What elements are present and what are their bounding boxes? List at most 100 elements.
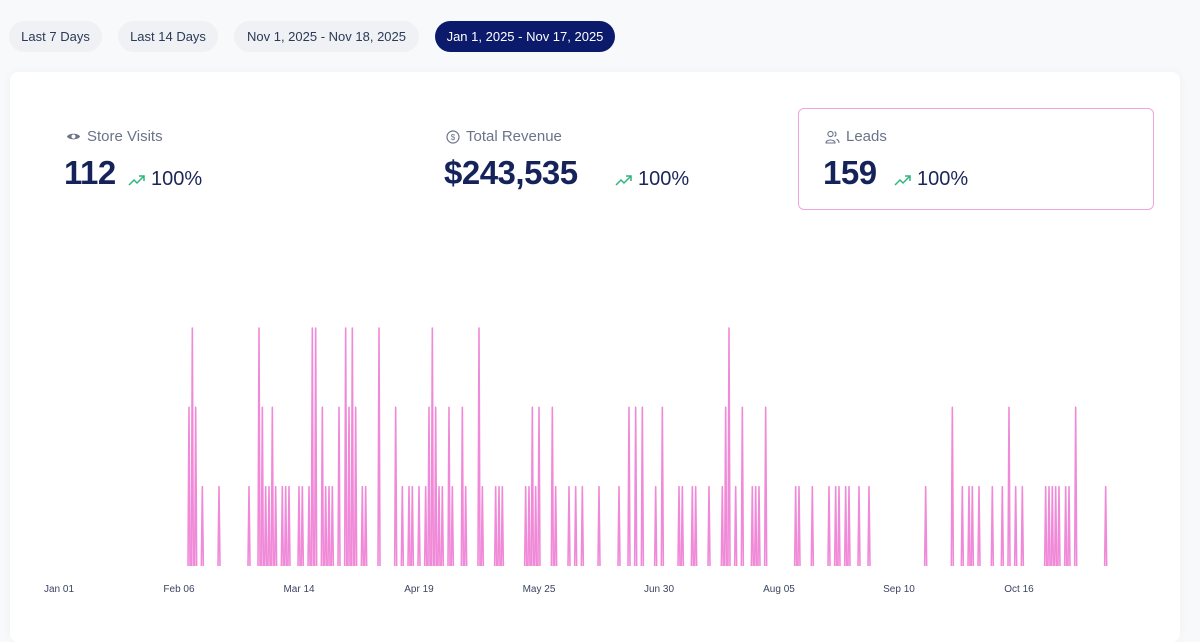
lead-spike: [247, 485, 251, 567]
lead-spike: [597, 485, 601, 567]
lead-spike: [337, 406, 341, 567]
lead-spike: [660, 406, 665, 567]
lead-spike: [217, 485, 221, 567]
lead-spike: [533, 485, 538, 567]
lead-spike: [433, 406, 438, 567]
x-tick-label: Jan 01: [44, 584, 74, 595]
filter-last-14-days[interactable]: Last 14 Days: [118, 21, 218, 52]
lead-spike: [320, 406, 325, 567]
lead-spike: [680, 485, 685, 567]
lead-spike: [1103, 485, 1108, 567]
lead-spike: [193, 406, 198, 567]
lead-spike: [417, 485, 421, 567]
metric-change: 100%: [151, 168, 203, 190]
metric-value: 159: [823, 154, 877, 191]
x-tick-label: Oct 16: [1004, 584, 1034, 595]
lead-spike: [990, 485, 995, 567]
lead-spike: [527, 485, 531, 567]
lead-spike: [617, 485, 621, 567]
lead-spike: [447, 406, 451, 567]
lead-spike: [847, 485, 851, 567]
lead-spike: [1073, 406, 1078, 567]
lead-spike: [267, 485, 271, 567]
lead-spike: [580, 485, 585, 567]
eye-icon: [66, 133, 81, 140]
lead-spike: [833, 485, 838, 567]
lead-spike: [837, 485, 841, 567]
lead-spike: [797, 485, 801, 567]
trend-up-icon: [615, 174, 632, 186]
filter-nov-range[interactable]: Nov 1, 2025 - Nov 18, 2025: [234, 21, 419, 52]
lead-spike: [440, 485, 445, 567]
lead-spike: [1043, 485, 1048, 567]
lead-spike: [1020, 485, 1025, 567]
metric-leads[interactable]: Leads 159 100%: [798, 108, 1154, 210]
lead-spike: [323, 485, 328, 567]
lead-spike: [1013, 485, 1018, 567]
lead-spike: [283, 485, 288, 567]
lead-spike: [200, 485, 205, 567]
metric-total-revenue[interactable]: $ Total Revenue $243,535 100%: [430, 108, 770, 208]
metric-value: 112: [64, 154, 116, 191]
lead-spike: [827, 485, 831, 567]
lead-spike: [763, 406, 768, 567]
lead-spike: [567, 485, 571, 567]
x-tick-label: Apr 19: [404, 584, 434, 595]
lead-spike: [263, 485, 268, 567]
lead-spike: [1063, 485, 1068, 567]
lead-spike: [260, 406, 265, 567]
lead-spike: [750, 485, 755, 567]
filter-year-range[interactable]: Jan 1, 2025 - Nov 17, 2025: [435, 21, 615, 52]
lead-spike: [300, 485, 305, 567]
lead-spike: [757, 485, 761, 567]
lead-spike: [677, 485, 681, 567]
lead-spike: [497, 485, 501, 567]
lead-spike: [393, 406, 398, 567]
lead-spike: [427, 406, 431, 567]
chart-series-leads: [187, 327, 1108, 567]
lead-spike: [1053, 485, 1058, 567]
lead-spike: [297, 485, 301, 567]
lead-spike: [793, 485, 798, 567]
x-tick-label: May 25: [523, 584, 556, 595]
lead-spike: [633, 406, 638, 567]
lead-spike: [257, 327, 261, 567]
lead-spike: [753, 485, 758, 567]
lead-spike: [690, 485, 695, 567]
metric-value: $243,535: [444, 154, 578, 191]
lead-spike: [537, 406, 541, 567]
lead-spike: [1000, 485, 1005, 567]
lead-spike: [720, 485, 725, 567]
lead-spike: [640, 406, 645, 567]
lead-spike: [553, 485, 558, 567]
lead-spike: [627, 406, 631, 567]
lead-spike: [967, 485, 971, 567]
lead-spike: [977, 485, 981, 567]
lead-spike: [477, 327, 481, 567]
lead-spike: [960, 485, 965, 567]
lead-spike: [423, 485, 428, 567]
lead-spike: [810, 485, 815, 567]
filter-last-7-days[interactable]: Last 7 Days: [9, 21, 102, 52]
lead-spike: [307, 485, 311, 567]
lead-spike: [287, 485, 291, 567]
metric-label: Total Revenue: [466, 128, 562, 145]
lead-spike: [500, 485, 505, 567]
metric-label: Store Visits: [87, 128, 163, 145]
lead-spike: [1050, 485, 1055, 567]
lead-spike: [310, 327, 315, 567]
lead-spike: [1057, 485, 1061, 567]
lead-spike: [273, 485, 278, 567]
lead-spike: [360, 485, 365, 567]
dollar-circle-icon: $: [446, 129, 460, 144]
lead-spike: [270, 406, 275, 567]
metric-store-visits[interactable]: Store Visits 112 100%: [50, 108, 380, 208]
x-tick-label: Mar 14: [283, 584, 315, 595]
lead-spike: [330, 485, 335, 567]
lead-spike: [843, 485, 848, 567]
lead-spike: [733, 485, 738, 567]
x-axis: Jan 01 Feb 06 Mar 14 Apr 19 May 25 Jun 30 Aug …: [44, 584, 1034, 595]
lead-spike: [1007, 406, 1011, 567]
lead-spike: [190, 327, 195, 567]
